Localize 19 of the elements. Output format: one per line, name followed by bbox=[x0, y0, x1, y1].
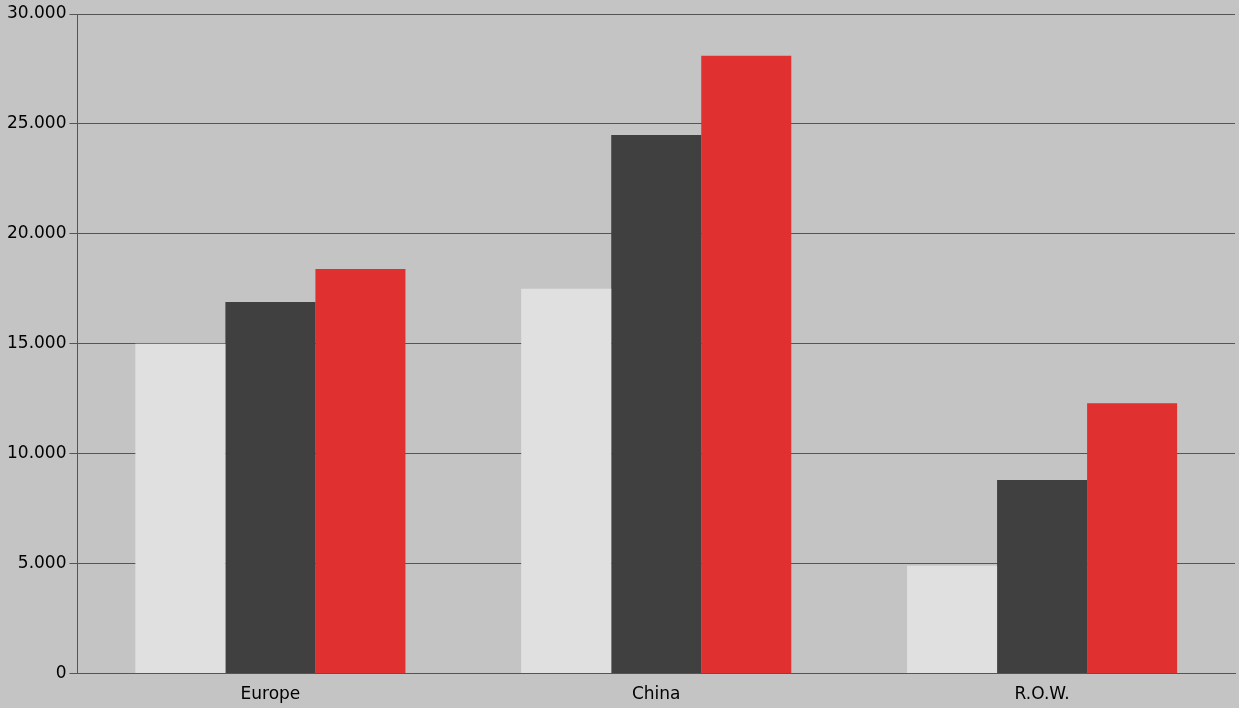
y-tick-label: 20.000 bbox=[7, 222, 67, 243]
y-tick-label: 10.000 bbox=[7, 442, 67, 463]
y-tick-label: 30.000 bbox=[7, 2, 67, 23]
y-tick-label: 0 bbox=[55, 662, 67, 683]
x-tick-label: China bbox=[631, 683, 681, 704]
y-tick-label: 15.000 bbox=[7, 332, 67, 353]
bar bbox=[521, 288, 612, 674]
x-tick-label: Europe bbox=[240, 683, 301, 704]
x-tick-label: R.O.W. bbox=[1014, 683, 1070, 704]
bar bbox=[907, 565, 998, 674]
bar bbox=[225, 302, 316, 674]
bar bbox=[315, 269, 406, 674]
bar bbox=[701, 55, 792, 674]
bar bbox=[1087, 403, 1178, 674]
bar bbox=[135, 343, 226, 674]
bar bbox=[997, 480, 1088, 674]
bar bbox=[611, 134, 702, 674]
y-tick-label: 5.000 bbox=[17, 552, 67, 573]
y-tick-label: 25.000 bbox=[7, 112, 67, 133]
